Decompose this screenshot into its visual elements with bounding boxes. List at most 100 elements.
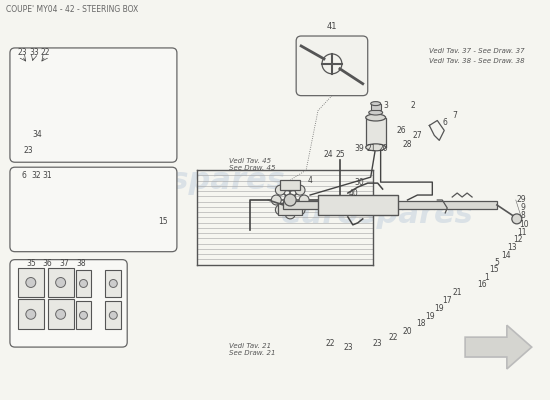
Ellipse shape — [368, 110, 383, 115]
Text: 6: 6 — [443, 118, 448, 127]
Circle shape — [295, 185, 305, 195]
Ellipse shape — [366, 144, 386, 151]
Bar — [283, 201, 497, 209]
Text: 38: 38 — [76, 259, 86, 268]
Text: 21: 21 — [367, 144, 376, 153]
FancyBboxPatch shape — [10, 260, 127, 347]
Text: eurospares: eurospares — [92, 166, 285, 195]
Text: eurospares: eurospares — [281, 200, 474, 230]
Text: 19: 19 — [434, 304, 444, 313]
Text: 36: 36 — [43, 259, 53, 268]
Text: 7: 7 — [453, 111, 458, 120]
Text: 28: 28 — [403, 140, 412, 149]
Text: 3: 3 — [383, 101, 388, 110]
Text: 23: 23 — [343, 342, 353, 352]
Circle shape — [295, 205, 305, 215]
Text: 19: 19 — [426, 312, 435, 321]
Text: USA - CDN: USA - CDN — [63, 169, 124, 179]
Text: Vedi Tav. 45
See Draw. 45: Vedi Tav. 45 See Draw. 45 — [229, 158, 275, 171]
FancyBboxPatch shape — [48, 268, 74, 297]
Text: 15: 15 — [489, 265, 499, 274]
Polygon shape — [465, 325, 532, 369]
Text: 23: 23 — [23, 146, 32, 155]
Text: 6: 6 — [21, 171, 26, 180]
Text: 16: 16 — [477, 280, 487, 289]
Text: 20: 20 — [379, 144, 388, 153]
FancyBboxPatch shape — [10, 48, 177, 162]
Circle shape — [109, 280, 117, 288]
Text: 2: 2 — [410, 101, 415, 110]
Text: 27: 27 — [412, 131, 422, 140]
Circle shape — [276, 185, 285, 195]
FancyBboxPatch shape — [18, 268, 44, 297]
Circle shape — [284, 194, 296, 206]
FancyBboxPatch shape — [10, 167, 177, 252]
Circle shape — [512, 214, 522, 224]
Text: 32: 32 — [31, 171, 41, 180]
Text: 26: 26 — [397, 126, 406, 135]
Text: 25: 25 — [335, 150, 345, 159]
Bar — [280, 180, 300, 190]
Text: 35: 35 — [26, 259, 36, 268]
FancyBboxPatch shape — [106, 270, 121, 297]
Circle shape — [285, 209, 295, 219]
Text: 33: 33 — [29, 48, 38, 58]
Text: Vedi Tav. 38 - See Draw. 38: Vedi Tav. 38 - See Draw. 38 — [430, 58, 525, 64]
Text: 9: 9 — [521, 204, 526, 212]
Bar — [318, 195, 398, 215]
Circle shape — [56, 309, 65, 319]
Text: 12: 12 — [513, 235, 522, 244]
Text: 41: 41 — [327, 22, 337, 31]
FancyBboxPatch shape — [18, 299, 44, 329]
Ellipse shape — [371, 102, 381, 106]
Text: 20: 20 — [403, 327, 412, 336]
Text: 17: 17 — [442, 296, 452, 305]
Text: COUPE' MY04 - 42 - STEERING BOX: COUPE' MY04 - 42 - STEERING BOX — [6, 5, 138, 14]
Text: 11: 11 — [517, 228, 526, 237]
Bar — [278, 203, 302, 215]
Text: 4: 4 — [307, 176, 312, 185]
Text: 37: 37 — [60, 259, 69, 268]
Bar — [366, 118, 386, 147]
Text: 34: 34 — [33, 130, 43, 139]
Text: 24: 24 — [323, 150, 333, 159]
FancyBboxPatch shape — [75, 301, 91, 329]
Text: 23: 23 — [17, 48, 27, 58]
Text: GD: GD — [35, 259, 52, 269]
Text: 40: 40 — [349, 188, 359, 198]
Text: 39: 39 — [355, 144, 365, 153]
Text: 1: 1 — [484, 273, 489, 282]
Circle shape — [271, 195, 281, 205]
FancyBboxPatch shape — [48, 299, 74, 329]
Text: 18: 18 — [417, 319, 426, 328]
Text: Vedi Tav. 37 - See Draw. 37: Vedi Tav. 37 - See Draw. 37 — [430, 48, 525, 54]
Text: 8: 8 — [521, 212, 525, 220]
Circle shape — [80, 311, 87, 319]
Text: 22: 22 — [325, 339, 335, 348]
Text: 21: 21 — [453, 288, 462, 297]
Circle shape — [56, 278, 65, 288]
Text: 15: 15 — [158, 217, 168, 226]
Text: 29: 29 — [517, 196, 526, 204]
Text: 30: 30 — [355, 178, 365, 187]
Ellipse shape — [366, 114, 386, 121]
Text: 10: 10 — [519, 220, 529, 229]
Circle shape — [109, 311, 117, 319]
Circle shape — [276, 205, 285, 215]
Circle shape — [80, 280, 87, 288]
Text: 31: 31 — [43, 171, 52, 180]
Circle shape — [26, 278, 36, 288]
Circle shape — [299, 195, 309, 205]
Text: 23: 23 — [373, 339, 382, 348]
FancyBboxPatch shape — [296, 36, 368, 96]
Text: 22: 22 — [41, 48, 51, 58]
Text: 14: 14 — [501, 251, 510, 260]
Text: Vedi Tav. 21
See Draw. 21: Vedi Tav. 21 See Draw. 21 — [229, 342, 275, 356]
Circle shape — [26, 309, 36, 319]
Text: 13: 13 — [507, 243, 516, 252]
FancyBboxPatch shape — [106, 301, 121, 329]
FancyBboxPatch shape — [75, 270, 91, 297]
Text: 5: 5 — [494, 258, 499, 267]
Circle shape — [285, 181, 295, 191]
Text: 22: 22 — [389, 333, 398, 342]
